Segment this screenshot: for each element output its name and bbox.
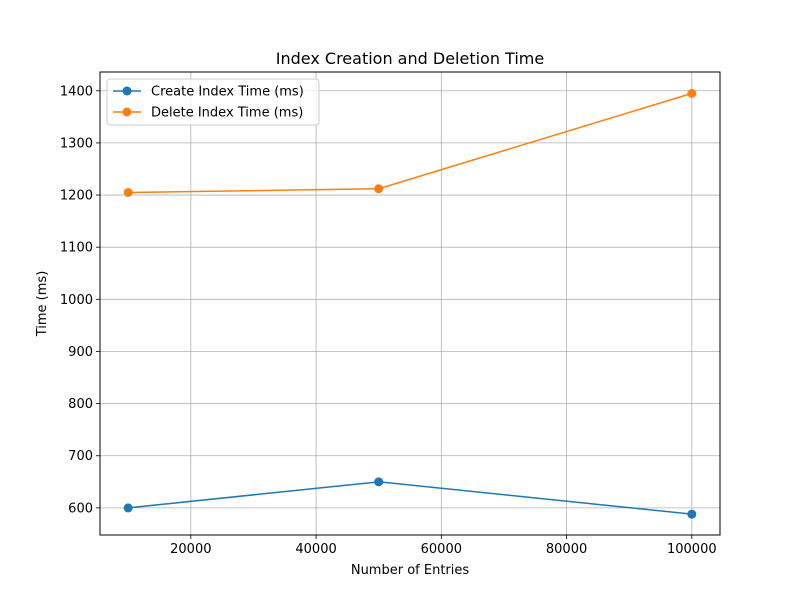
x-axis-ticks: 20000 40000 60000 80000 100000 [170,535,717,557]
series-2 [123,88,697,197]
y-tick-label: 1200 [60,189,93,204]
x-axis-label: Number of Entries [351,563,470,578]
y-tick-label: 1000 [60,293,93,308]
data-point [374,477,384,487]
x-tick-label: 20000 [170,542,211,557]
legend-label: Delete Index Time (ms) [151,106,303,121]
y-axis-label: Time (ms) [35,271,50,338]
y-tick-label: 800 [68,397,93,412]
y-tick-label: 1100 [60,241,93,256]
legend: Create Index Time (ms) Delete Index Time … [106,78,320,126]
y-tick-label: 900 [68,345,93,360]
x-tick-label: 40000 [295,542,336,557]
chart-title: Index Creation and Deletion Time [276,49,544,68]
series-layer [123,88,697,519]
data-point [687,509,697,519]
y-tick-label: 1300 [60,136,93,151]
grid [100,72,720,535]
legend-marker [122,107,132,117]
legend-marker [122,86,132,96]
legend-box [106,78,320,126]
x-tick-label: 60000 [421,542,462,557]
y-axis-ticks: 600 700 800 900 1000 1100 1200 1300 1400 [60,84,100,516]
y-tick-label: 700 [68,449,93,464]
y-tick-label: 1400 [60,84,93,99]
x-tick-label: 100000 [667,542,717,557]
legend-label: Create Index Time (ms) [151,85,304,100]
y-tick-label: 600 [68,501,93,516]
plot-frame [99,71,721,536]
x-tick-label: 80000 [546,542,587,557]
data-point [374,184,384,194]
series-1 [123,477,697,519]
data-point [123,503,133,513]
legend-item: Create Index Time (ms) [113,85,304,100]
legend-item: Delete Index Time (ms) [113,106,303,121]
data-point [687,88,697,98]
data-point [123,187,133,197]
